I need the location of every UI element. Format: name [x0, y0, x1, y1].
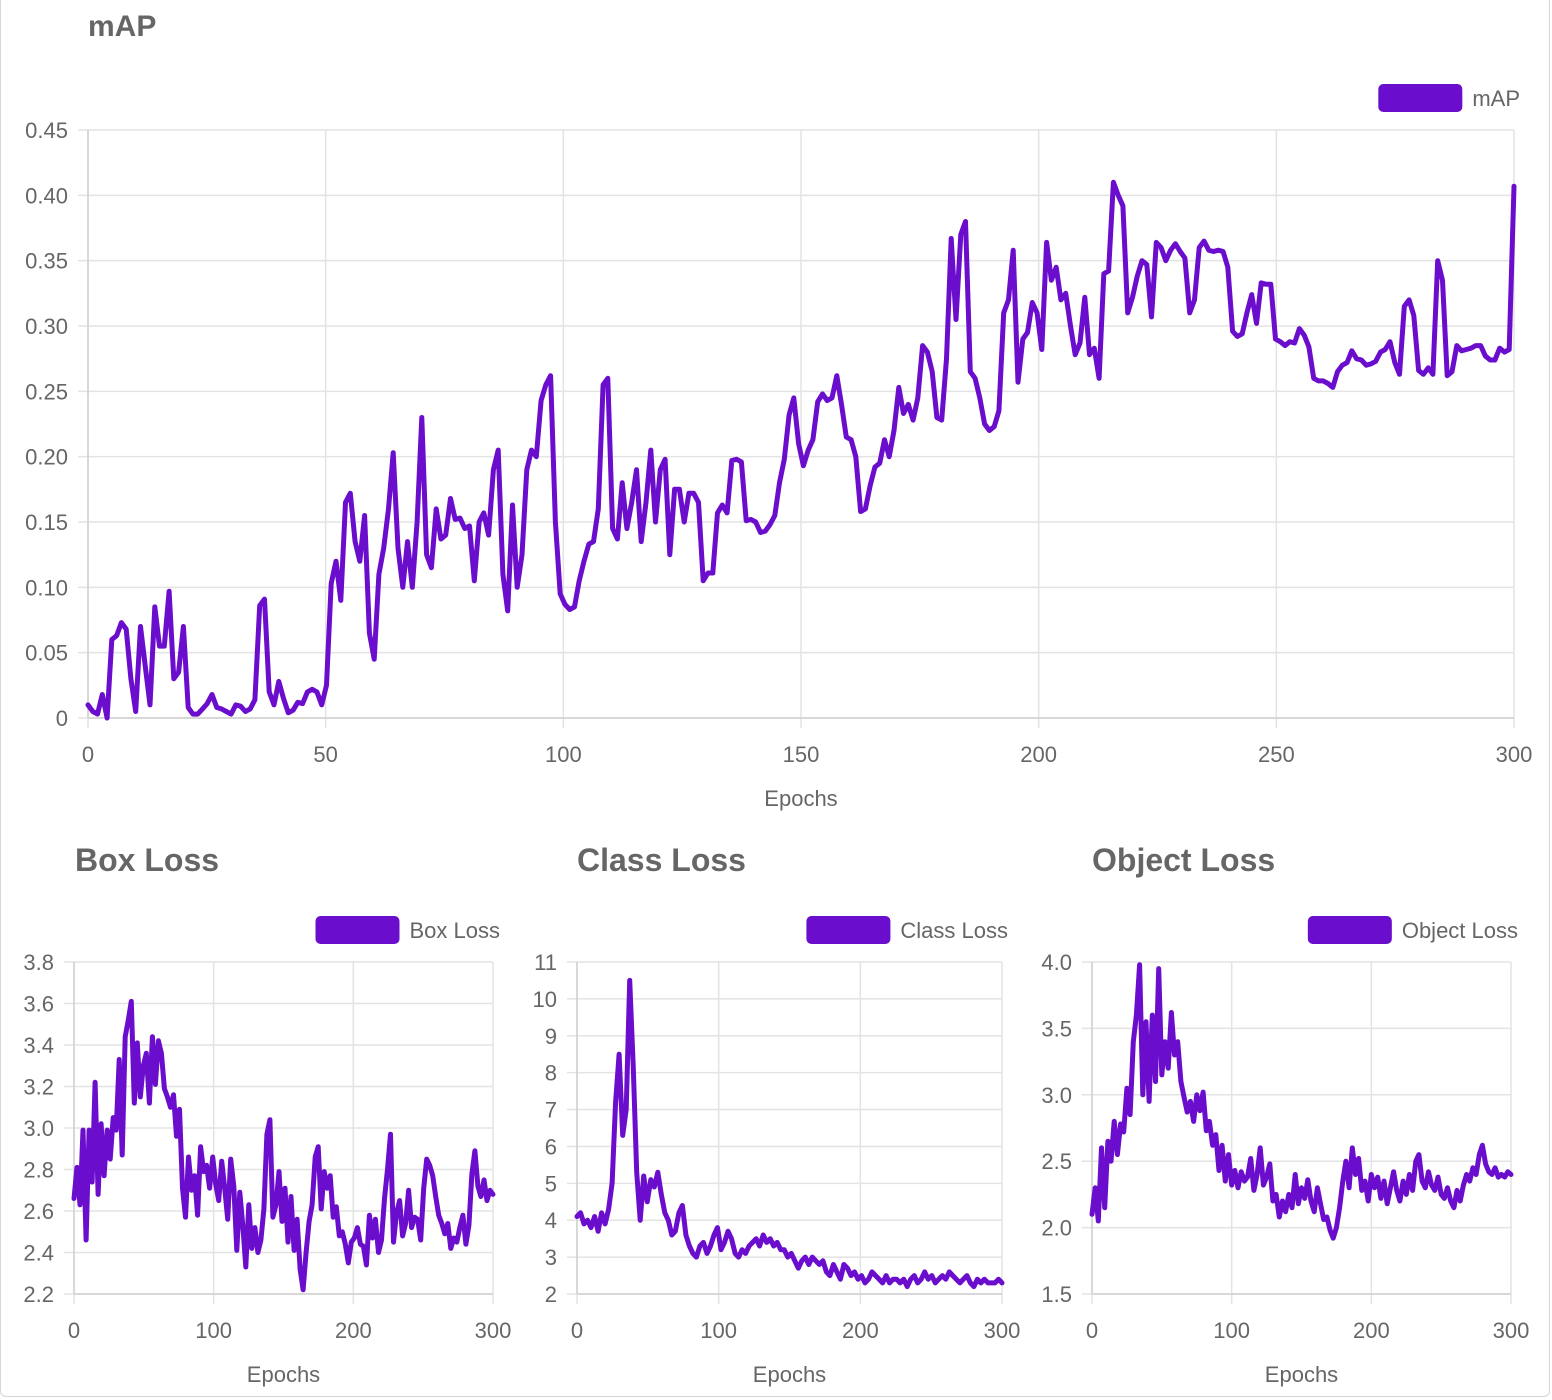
y-tick-label: 0.30 — [25, 314, 68, 339]
legend-swatch — [1378, 84, 1463, 112]
x-tick-label: 100 — [545, 742, 582, 767]
y-tick-label: 0.15 — [25, 510, 68, 535]
y-tick-label: 1.5 — [1041, 1282, 1072, 1307]
y-tick-label: 3.5 — [1041, 1016, 1072, 1041]
y-tick-label: 0.10 — [25, 575, 68, 600]
y-tick-label: 10 — [533, 987, 557, 1012]
x-tick-label: 200 — [335, 1318, 372, 1343]
legend-label: Object Loss — [1402, 918, 1518, 943]
y-tick-label: 3.0 — [23, 1116, 54, 1141]
legend-swatch — [315, 916, 400, 944]
x-tick-label: 300 — [1496, 742, 1533, 767]
x-axis-title: Epochs — [764, 786, 837, 811]
y-tick-label: 11 — [534, 950, 557, 975]
series-line-map — [85, 179, 1517, 721]
y-tick-label: 0.45 — [25, 118, 68, 143]
x-tick-label: 300 — [984, 1318, 1021, 1343]
map-chart-title: mAP — [88, 10, 157, 43]
y-tick-label: 2.8 — [23, 1158, 54, 1183]
y-tick-label: 9 — [545, 1024, 557, 1049]
y-tick-label: 0.20 — [25, 445, 68, 470]
y-tick-label: 3.0 — [1041, 1083, 1072, 1108]
x-tick-label: 100 — [195, 1318, 232, 1343]
y-tick-label: 5 — [545, 1171, 557, 1196]
x-tick-label: 0 — [1086, 1318, 1098, 1343]
y-tick-label: 4.0 — [1041, 950, 1072, 975]
y-tick-label: 2.5 — [1041, 1149, 1072, 1174]
legend-swatch — [806, 916, 891, 944]
class-loss-chart-title: Class Loss — [577, 842, 746, 878]
y-tick-label: 0.40 — [25, 183, 68, 208]
y-tick-label: 4 — [545, 1208, 557, 1233]
y-tick-label: 2.6 — [23, 1199, 54, 1224]
box-loss-chart-title: Box Loss — [75, 842, 220, 878]
legend-label: Class Loss — [900, 918, 1008, 943]
series-line-box — [71, 998, 496, 1293]
x-tick-label: 300 — [1493, 1318, 1530, 1343]
x-tick-label: 100 — [700, 1318, 737, 1343]
class-chart: 0 100 200 300 2 3 4 5 6 7 8 9 10 11 Epochs Class Loss — [533, 916, 1021, 1387]
legend-swatch — [1307, 916, 1392, 944]
y-tick-label: 7 — [545, 1098, 557, 1123]
x-axis-title: Epochs — [1265, 1362, 1338, 1387]
x-tick-label: 200 — [1353, 1318, 1390, 1343]
legend-label: Box Loss — [410, 918, 501, 943]
y-tick-label: 2.0 — [1041, 1216, 1072, 1241]
y-tick-label: 3 — [545, 1245, 557, 1270]
x-tick-label: 250 — [1258, 742, 1295, 767]
y-tick-label: 3.8 — [23, 950, 54, 975]
x-tick-label: 50 — [313, 742, 337, 767]
object-loss-chart-title: Object Loss — [1092, 842, 1276, 878]
x-tick-label: 150 — [783, 742, 820, 767]
y-tick-label: 0.25 — [25, 379, 68, 404]
x-axis-title: Epochs — [247, 1362, 320, 1387]
y-tick-label: 3.4 — [23, 1033, 54, 1058]
x-tick-label: 300 — [475, 1318, 512, 1343]
y-tick-label: 8 — [545, 1061, 557, 1086]
series-line-obj — [1089, 962, 1514, 1241]
y-tick-label: 2.2 — [23, 1282, 54, 1307]
y-tick-label: 3.2 — [23, 1075, 54, 1100]
series-line-class — [574, 977, 1005, 1290]
x-tick-label: 0 — [571, 1318, 583, 1343]
y-tick-label: 2 — [545, 1282, 557, 1307]
x-tick-label: 200 — [842, 1318, 879, 1343]
y-tick-label: 0.05 — [25, 641, 68, 666]
y-tick-label: 0 — [56, 706, 68, 731]
y-tick-label: 6 — [545, 1134, 557, 1159]
y-tick-label: 0.35 — [25, 249, 68, 274]
legend-label: mAP — [1472, 86, 1520, 111]
map-chart: 0 50 100 150 200 250 300 0 0.05 0.10 0.15 0.20 0.25 0… — [25, 84, 1532, 811]
box-chart: 0 100 200 300 2.2 2.4 2.6 2.8 3.0 3.2 3.4 3.6 3.8 Epo… — [23, 916, 511, 1387]
x-tick-label: 0 — [82, 742, 94, 767]
x-tick-label: 200 — [1020, 742, 1057, 767]
obj-chart: 0 100 200 300 1.5 2.0 2.5 3.0 3.5 4.0 Epochs Object… — [1041, 916, 1529, 1387]
y-tick-label: 3.6 — [23, 992, 54, 1017]
x-tick-label: 100 — [1213, 1318, 1250, 1343]
y-tick-label: 2.4 — [23, 1241, 54, 1266]
x-tick-label: 0 — [68, 1318, 80, 1343]
x-axis-title: Epochs — [753, 1362, 826, 1387]
